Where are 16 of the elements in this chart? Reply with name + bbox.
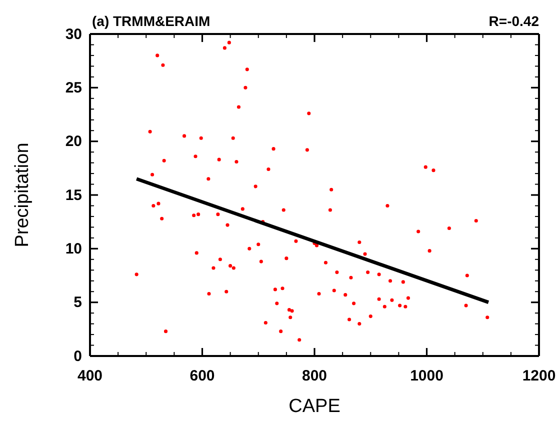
text: R=-0.42 (488, 13, 540, 29)
y-tick-label: 25 (65, 79, 82, 96)
x-tick-label: 800 (302, 368, 328, 385)
x-tick-label: 1000 (410, 368, 444, 385)
y-tick-label: 0 (74, 348, 82, 365)
y-tick-label: 5 (74, 294, 82, 312)
y-tick-label: 15 (65, 186, 82, 204)
y-tick-label: 20 (65, 133, 82, 150)
x-tick-label: 1200 (522, 368, 556, 385)
x-axis-title: CAPE (288, 396, 340, 417)
x-tick-label: 600 (190, 368, 215, 385)
chart-title: (a) TRMM&ERAIM (92, 13, 210, 29)
y-axis-title: Precipitation (12, 142, 33, 248)
y-tick-label: 30 (65, 26, 82, 43)
x-tick-label: 400 (77, 368, 103, 385)
y-tick-label: 10 (65, 240, 82, 258)
